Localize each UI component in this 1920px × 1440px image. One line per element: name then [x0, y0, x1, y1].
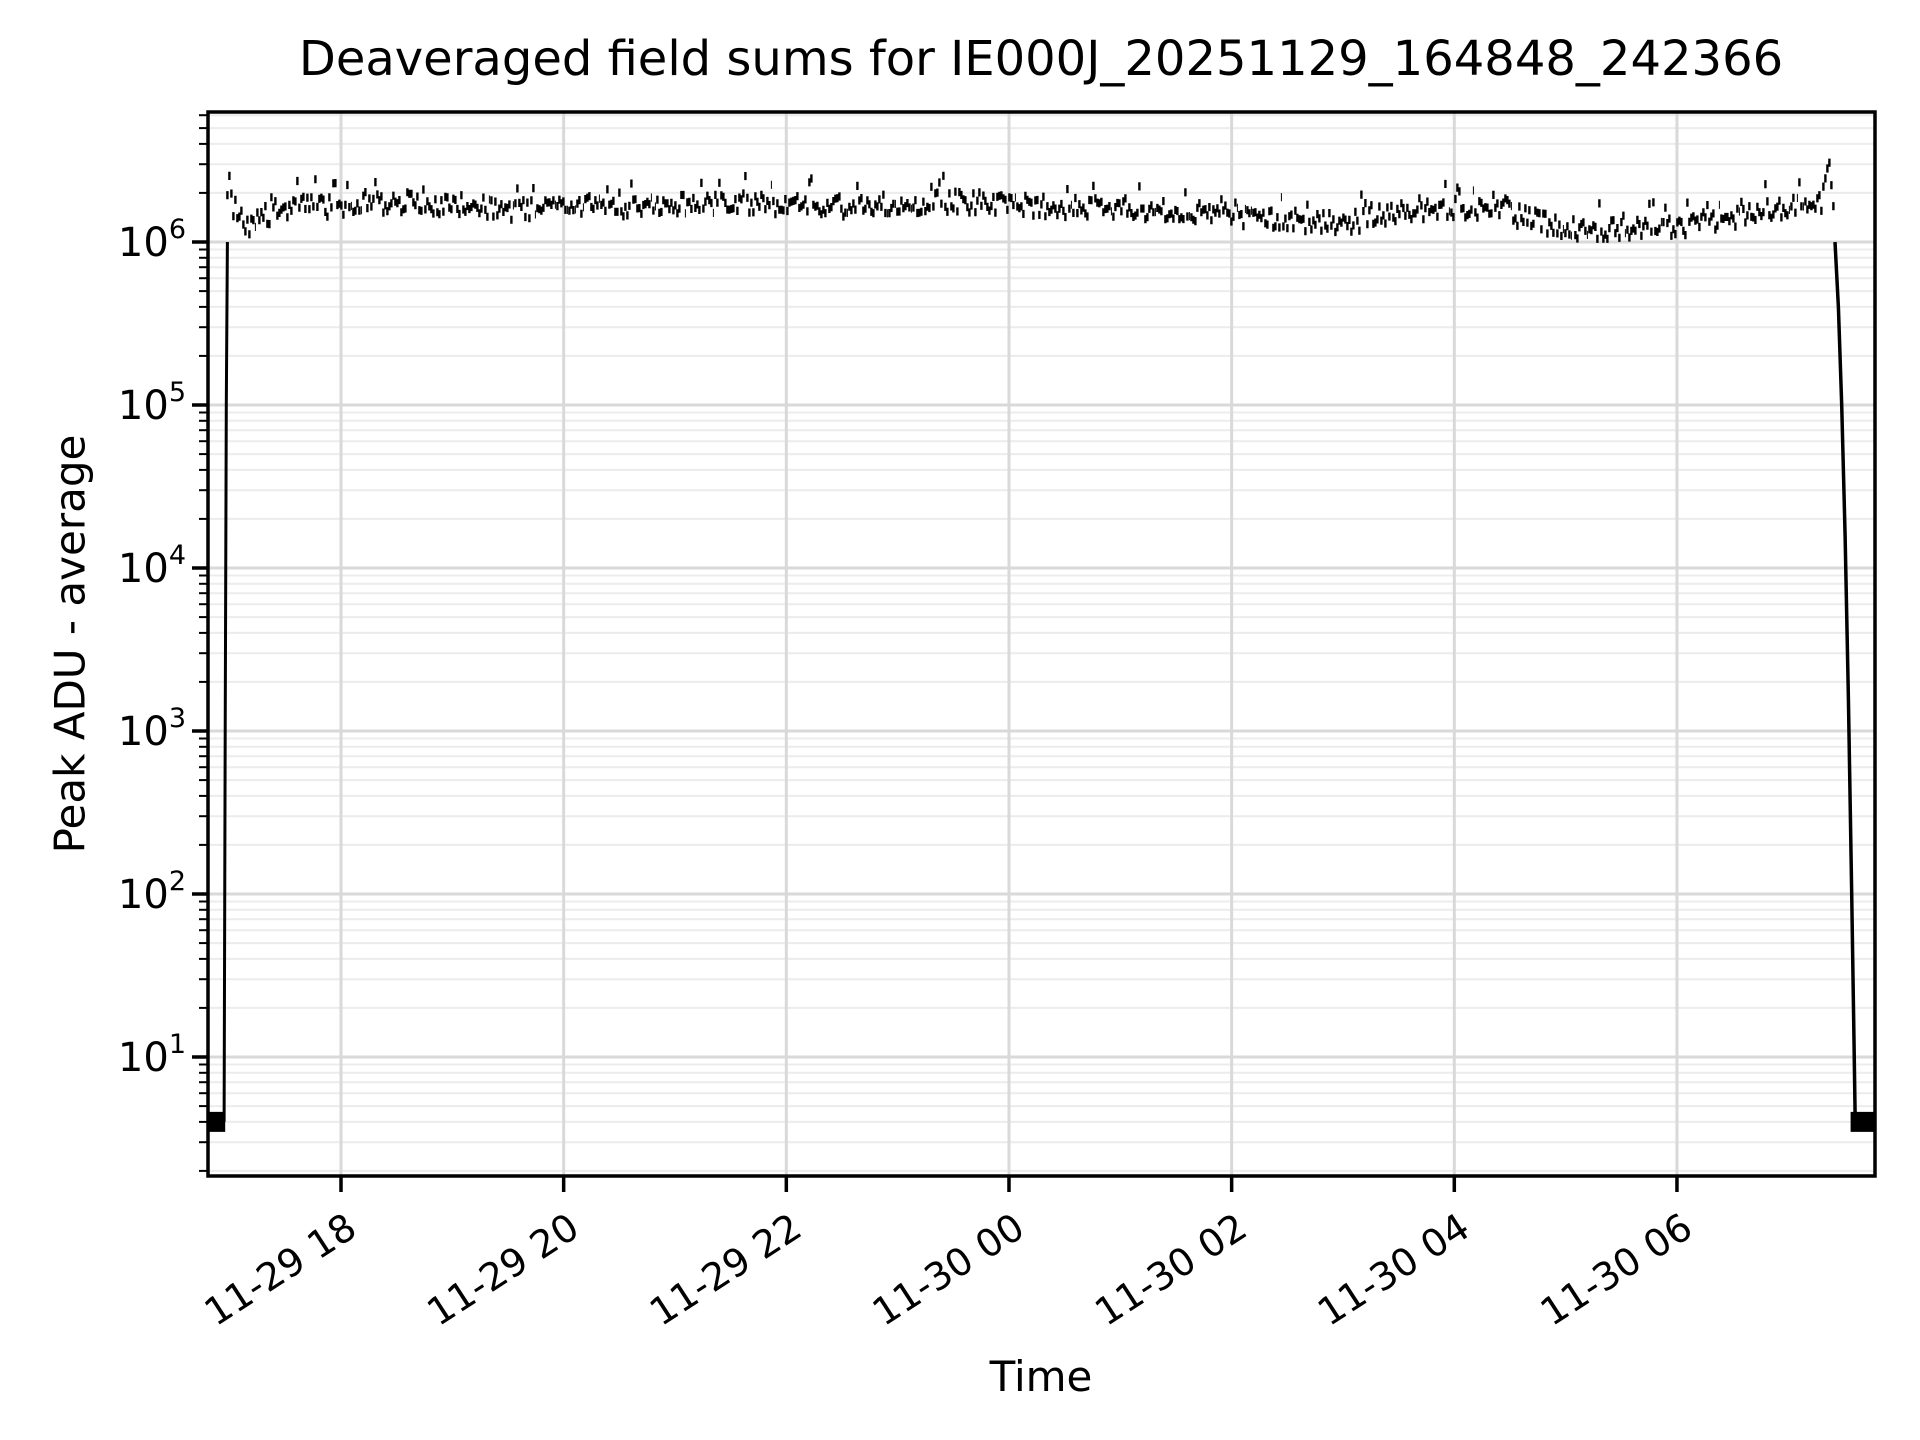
- x-tick-label: 11-29 18: [197, 1205, 364, 1335]
- axis-ticks: [192, 114, 1679, 1192]
- y-tick-label: 101: [118, 1029, 186, 1081]
- x-tick-label: 11-30 06: [1533, 1205, 1700, 1335]
- data-series: [208, 158, 1875, 1132]
- y-tick-label: 103: [118, 703, 186, 755]
- x-axis-label: Time: [989, 1352, 1093, 1401]
- signal-trace: [226, 158, 1835, 243]
- y-tick-label: 105: [118, 377, 186, 429]
- x-tick-label: 11-30 02: [1087, 1205, 1254, 1335]
- x-tick-label: 11-29 22: [642, 1205, 809, 1335]
- x-tick-label: 11-30 04: [1310, 1205, 1477, 1335]
- grid-major: [208, 112, 1875, 1176]
- y-tick-labels: 101 102 103 104 105 106: [118, 214, 186, 1081]
- chart-title: Deaveraged field sums for IE000J_2025112…: [298, 31, 1784, 87]
- x-tick-labels: 11-29 18 11-29 20 11-29 22 11-30 00 11-30 02…: [197, 1205, 1700, 1335]
- y-tick-label: 106: [118, 214, 186, 266]
- y-grid-minor: [208, 114, 1875, 1172]
- x-tick-label: 11-30 00: [865, 1205, 1032, 1335]
- plot-border: [206, 110, 1877, 1178]
- y-tick-label: 104: [118, 540, 186, 592]
- y-tick-label: 102: [118, 866, 186, 918]
- y-axis-label: Peak ADU - average: [45, 434, 95, 854]
- x-tick-label: 11-29 20: [419, 1205, 586, 1335]
